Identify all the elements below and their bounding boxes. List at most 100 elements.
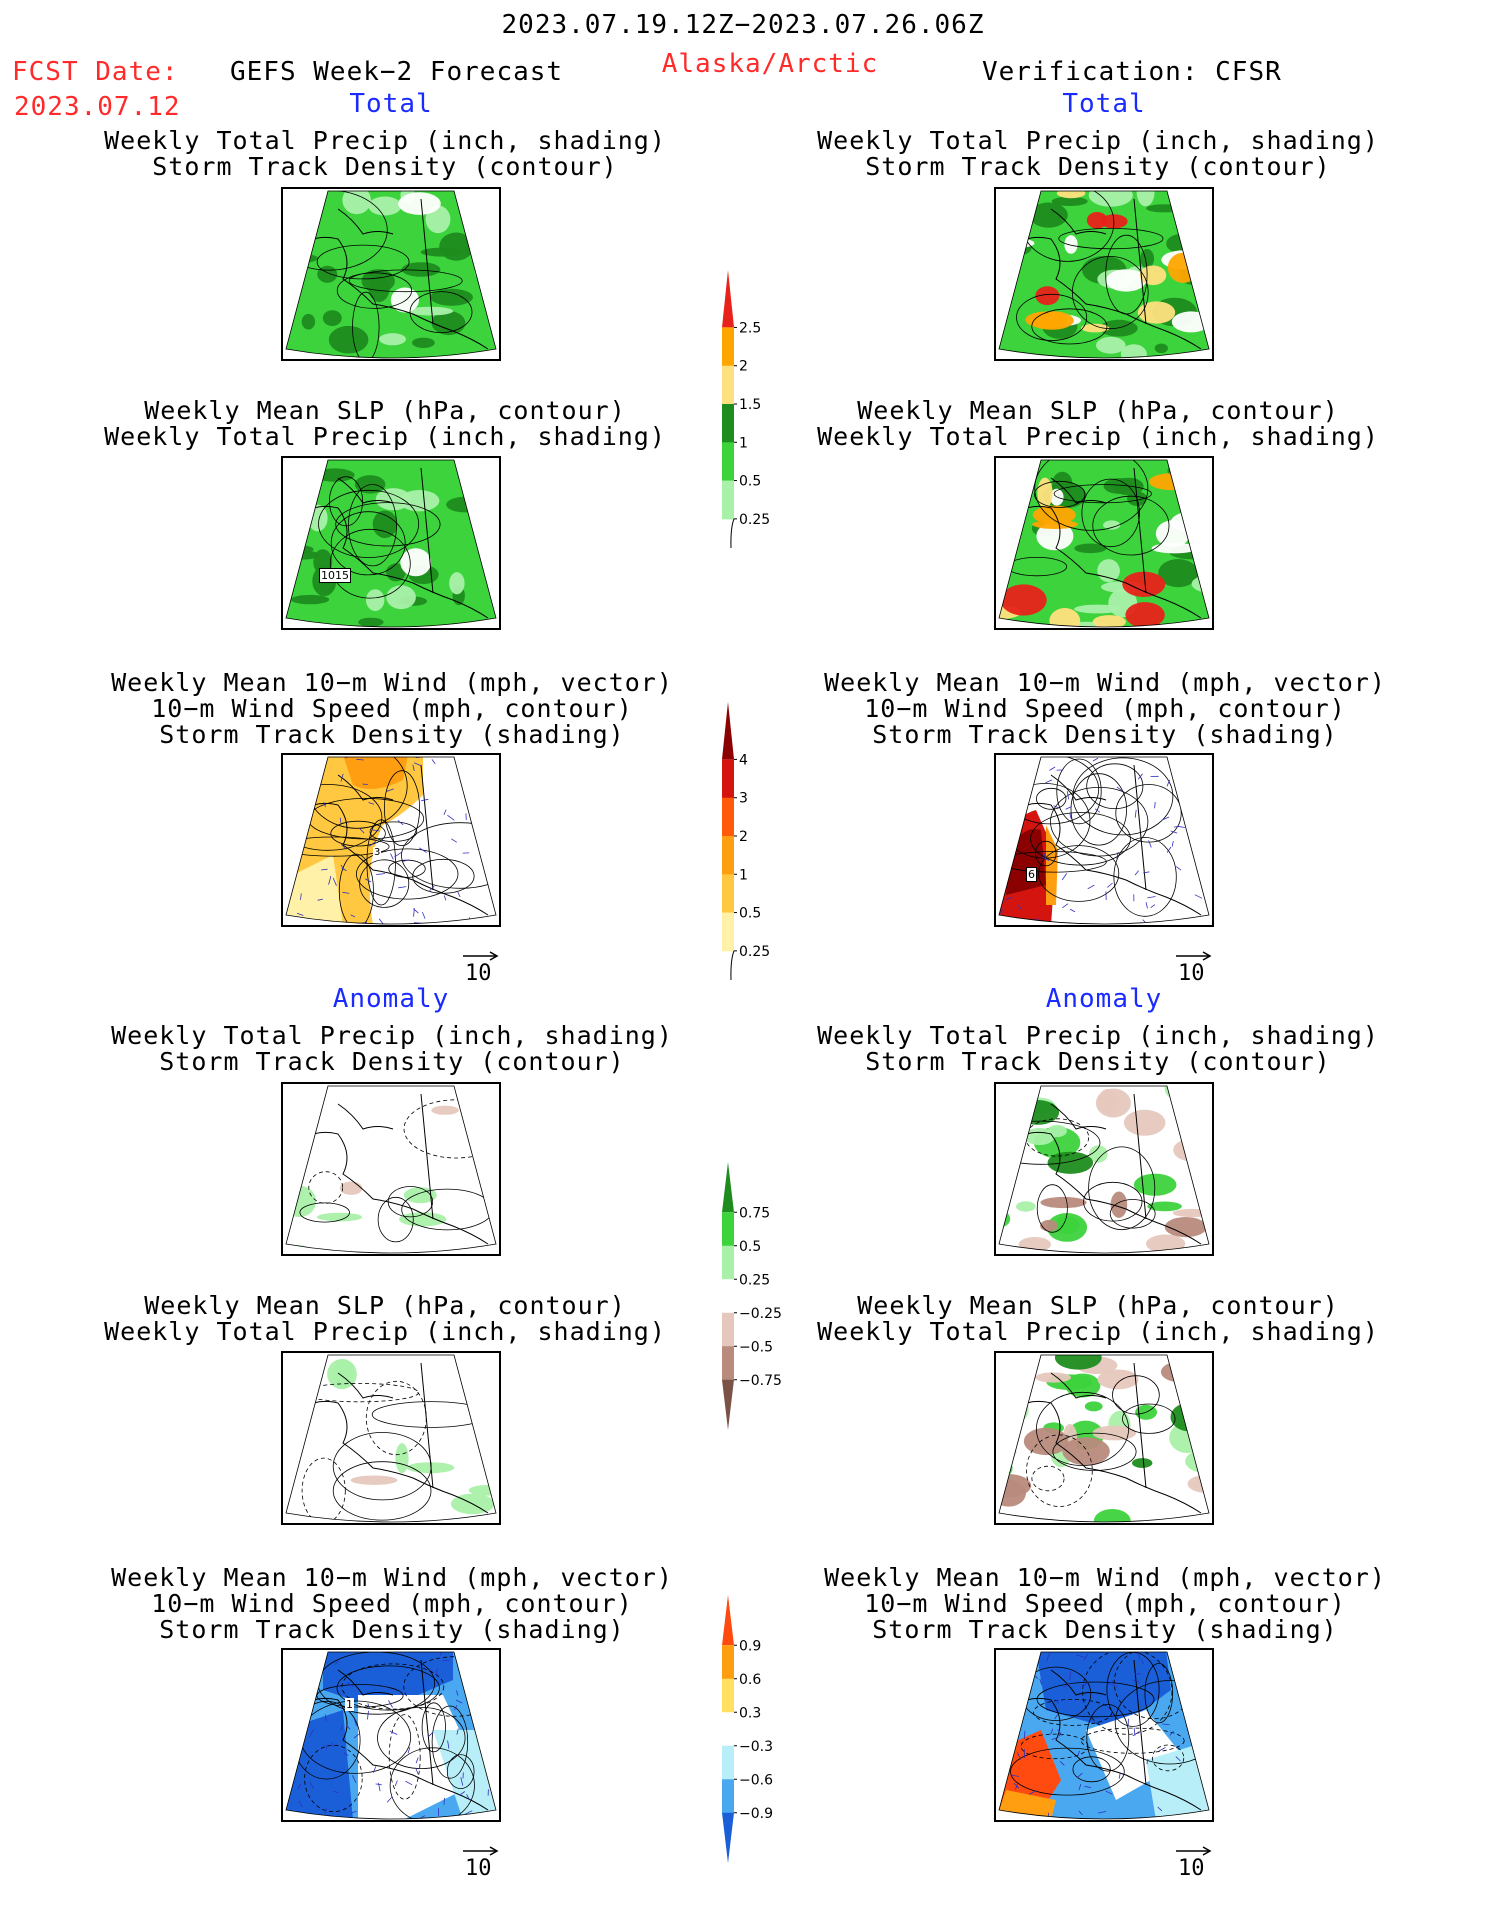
vector-reference-arrow (1176, 1846, 1212, 1856)
map-obs-total-precip-graphic (998, 190, 1210, 359)
section-total-right: Total (1062, 89, 1146, 119)
vector-reference-arrow (1176, 951, 1212, 961)
fc-track-contour-label: 3 (373, 847, 382, 858)
map-obs-anom-precip (994, 1082, 1214, 1256)
title-obs-total-wind: Weekly Mean 10−m Wind (mph, vector) 10−m … (824, 668, 1386, 749)
section-total-left: Total (349, 89, 433, 119)
colorbar-segment (722, 836, 734, 875)
colorbar-segment (722, 1379, 734, 1430)
colorbar-label: 1.5 (739, 397, 761, 413)
title-obs-anom-wind: Weekly Mean 10−m Wind (mph, vector) 10−m … (824, 1563, 1386, 1644)
colorbar-segment (722, 1212, 734, 1247)
section-anomaly-left: Anomaly (332, 984, 450, 1014)
map-obs-anom-precip-graphic (998, 1085, 1210, 1254)
fcst-date-label: FCST Date: (12, 57, 179, 87)
map-obs-anom-slp (994, 1351, 1214, 1525)
colorbar-label: 1 (739, 435, 748, 451)
title-fc-total-slp: Weekly Mean SLP (hPa, contour) Weekly Tot… (104, 396, 666, 451)
colorbar-segment (722, 797, 734, 837)
colorbar-segment (722, 327, 734, 367)
colorbar-segment (722, 1162, 734, 1213)
colorbar-label: 0.5 (739, 474, 761, 490)
map-fc-anom-wind-graphic (285, 1651, 497, 1820)
anom-wind-contour-label: 1 (345, 1698, 354, 1711)
colorbar-precip-total: 2.5 2 1.5 1 0.5 0.25 (722, 270, 770, 549)
colorbar-label: 0.6 (739, 1672, 761, 1688)
colorbar-label: 2 (739, 829, 748, 845)
colorbar-segment (722, 1279, 734, 1314)
colorbar-segment (722, 1712, 734, 1747)
colorbar-precip-anom: 0.75 0.5 0.25 −0.25 −0.5 −0.75 (722, 1162, 782, 1430)
map-fc-anom-wind: 1 (281, 1648, 501, 1822)
colorbar-segment (722, 1346, 734, 1381)
verification-title: Verification: CFSR (982, 57, 1282, 87)
title-fc-anom-precip: Weekly Total Precip (inch, shading) Storm… (111, 1021, 673, 1076)
map-obs-total-wind: 6 (994, 753, 1214, 927)
fcst-date-value: 2023.07.12 (14, 92, 181, 122)
title-fc-total-precip: Weekly Total Precip (inch, shading) Storm… (104, 126, 666, 181)
colorbar-label: −0.25 (739, 1306, 782, 1322)
colorbar-label: 1 (739, 867, 748, 883)
title-obs-total-slp: Weekly Mean SLP (hPa, contour) Weekly Tot… (817, 396, 1379, 451)
colorbar-label: 0.3 (739, 1705, 761, 1721)
map-obs-total-slp-graphic (998, 459, 1210, 628)
colorbar-label: 4 (739, 752, 748, 768)
title-obs-total-precip: Weekly Total Precip (inch, shading) Storm… (817, 126, 1379, 181)
vector-reference-arrow (463, 951, 499, 961)
title-obs-anom-precip: Weekly Total Precip (inch, shading) Storm… (817, 1021, 1379, 1076)
colorbar-segment (722, 912, 734, 952)
colorbar-label: 0.9 (739, 1638, 761, 1654)
colorbar-segment (722, 759, 734, 799)
colorbar-segment (722, 874, 734, 914)
colorbar-segment (722, 1245, 734, 1280)
map-fc-total-precip (281, 187, 501, 361)
map-obs-total-wind-graphic (998, 756, 1210, 925)
title-obs-anom-slp: Weekly Mean SLP (hPa, contour) Weekly Tot… (817, 1291, 1379, 1346)
map-fc-anom-slp-graphic (285, 1354, 497, 1523)
colorbar-segment (722, 1812, 734, 1863)
colorbar-label: 2 (739, 359, 748, 375)
region-title: Alaska/Arctic (661, 49, 879, 79)
title-fc-total-wind: Weekly Mean 10−m Wind (mph, vector) 10−m … (111, 668, 673, 749)
colorbar-segment (722, 1645, 734, 1680)
map-fc-total-slp-graphic (285, 459, 497, 628)
vector-reference-label: 10 (465, 1856, 492, 1881)
colorbar-wind-anom: 0.9 0.6 0.3 −0.3 −0.6 −0.9 (722, 1595, 773, 1863)
vector-reference-label: 10 (1178, 1856, 1205, 1881)
colorbar-label: 0.25 (739, 512, 770, 528)
colorbar-label: 0.25 (739, 944, 770, 960)
map-fc-total-slp: 1015 (281, 456, 501, 630)
period-title: 2023.07.19.12Z−2023.07.26.06Z (501, 10, 985, 40)
colorbar-segment (722, 365, 734, 405)
colorbar-segment (722, 1595, 734, 1646)
map-fc-total-wind-graphic (285, 756, 497, 925)
map-fc-anom-precip (281, 1082, 501, 1256)
colorbar-segment (722, 1779, 734, 1814)
colorbar-segment (722, 1312, 734, 1347)
colorbar-label: −0.75 (739, 1373, 782, 1389)
colorbar-label: 0.75 (739, 1205, 770, 1221)
map-obs-anom-wind-graphic (998, 1651, 1210, 1820)
colorbar-label: 3 (739, 791, 748, 807)
section-anomaly-right: Anomaly (1045, 984, 1163, 1014)
title-fc-anom-wind: Weekly Mean 10−m Wind (mph, vector) 10−m … (111, 1563, 673, 1644)
map-obs-anom-slp-graphic (998, 1354, 1210, 1523)
colorbar-label: −0.3 (739, 1739, 773, 1755)
map-obs-total-precip (994, 187, 1214, 361)
colorbar-segment (722, 1745, 734, 1780)
model-title: GEFS Week−2 Forecast (230, 57, 564, 87)
colorbar-segment (722, 270, 734, 328)
colorbar-label: 0.5 (739, 1239, 761, 1255)
colorbar-label: 0.5 (739, 906, 761, 922)
colorbar-tail (730, 950, 735, 981)
map-obs-anom-wind (994, 1648, 1214, 1822)
vector-reference-label: 10 (1178, 961, 1205, 986)
slp-contour-label: 1015 (319, 568, 351, 583)
colorbar-label: −0.5 (739, 1339, 773, 1355)
colorbar-track-total: 4 3 2 1 0.5 0.25 (722, 702, 770, 981)
colorbar-tail (730, 518, 735, 549)
colorbar-label: −0.9 (739, 1806, 773, 1822)
title-fc-anom-slp: Weekly Mean SLP (hPa, contour) Weekly Tot… (104, 1291, 666, 1346)
colorbar-segment (722, 404, 734, 443)
colorbar-segment (722, 480, 734, 520)
